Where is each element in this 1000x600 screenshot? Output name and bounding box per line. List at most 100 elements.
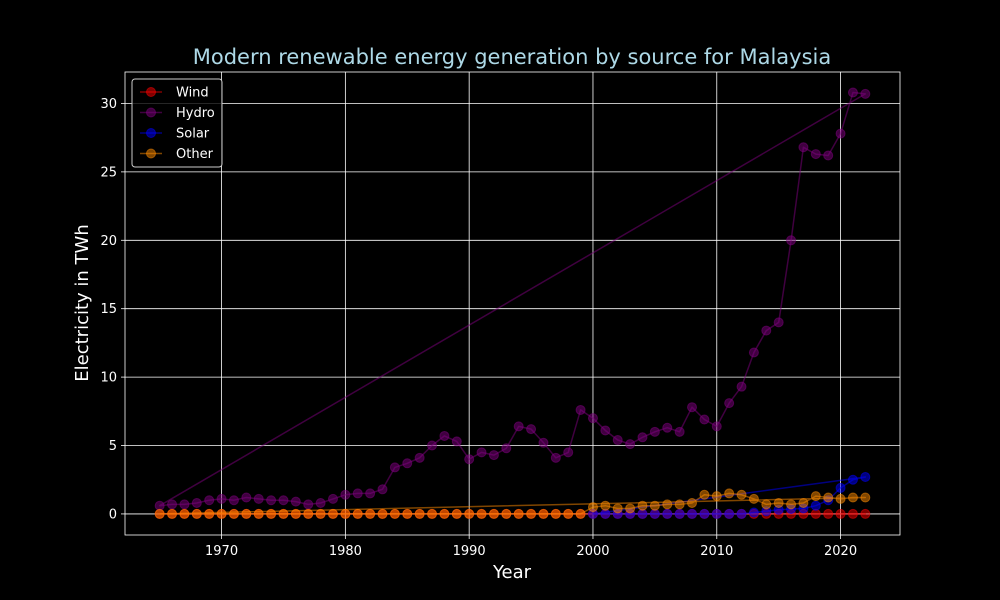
data-point-other [724, 488, 735, 499]
y-tick-label: 15 [100, 302, 117, 317]
data-point-other [823, 492, 834, 503]
data-point-hydro [266, 495, 277, 506]
data-point-other [798, 497, 809, 508]
legend-label-wind: Wind [176, 86, 209, 101]
data-point-other [526, 508, 537, 519]
data-point-other [278, 508, 289, 519]
data-point-hydro [736, 381, 747, 392]
plot-frame [124, 71, 901, 536]
data-point-wind [823, 508, 834, 519]
x-tick-label: 2020 [824, 544, 857, 559]
data-point-other [439, 508, 450, 519]
series-line-hydro [158, 91, 867, 507]
data-point-hydro [154, 500, 165, 511]
chart-title: Modern renewable energy generation by so… [193, 45, 831, 69]
data-point-hydro [810, 149, 821, 160]
data-point-other [625, 503, 636, 514]
legend-label-hydro: Hydro [176, 106, 215, 121]
data-point-other [687, 497, 698, 508]
data-point-other [352, 508, 363, 519]
data-point-hydro [625, 439, 636, 450]
data-point-hydro [402, 458, 413, 469]
data-point-other [253, 508, 264, 519]
data-point-hydro [427, 440, 438, 451]
data-point-other [860, 492, 871, 503]
data-point-hydro [340, 489, 351, 500]
data-point-hydro [748, 347, 759, 358]
data-point-other [414, 508, 425, 519]
data-point-hydro [501, 443, 512, 454]
data-point-other [847, 492, 858, 503]
data-point-other [674, 499, 685, 510]
data-point-hydro [377, 484, 388, 495]
y-tick-label: 0 [109, 507, 117, 522]
data-point-other [786, 499, 797, 510]
data-point-hydro [389, 462, 400, 473]
data-point-hydro [513, 421, 524, 432]
data-point-wind [810, 508, 821, 519]
data-point-solar [724, 508, 735, 519]
data-point-other [488, 508, 499, 519]
legend-marker-other [146, 148, 156, 159]
data-point-hydro [414, 452, 425, 463]
data-point-hydro [451, 436, 462, 447]
data-point-other [427, 508, 438, 519]
data-point-other [340, 508, 351, 519]
data-point-other [204, 508, 215, 519]
data-point-hydro [835, 128, 846, 139]
data-point-hydro [563, 447, 574, 458]
data-point-hydro [550, 452, 561, 463]
data-point-hydro [711, 421, 722, 432]
data-point-other [290, 508, 301, 519]
data-point-hydro [303, 499, 314, 510]
data-point-other [699, 489, 710, 500]
data-point-hydro [253, 493, 264, 504]
data-point-hydro [823, 150, 834, 161]
x-axis-title: Year [492, 562, 532, 583]
data-point-hydro [724, 398, 735, 409]
x-tick-label: 1980 [329, 544, 362, 559]
data-point-hydro [662, 422, 673, 433]
data-point-hydro [241, 492, 252, 503]
data-point-other [637, 500, 648, 511]
data-point-other [773, 497, 784, 508]
axes: 1970 1980 1990 2000 2010 2020 0 5 10 15 20 25 30 [100, 71, 901, 559]
data-point-solar [860, 471, 871, 482]
data-point-solar [847, 474, 858, 485]
data-point-solar [662, 508, 673, 519]
data-point-other [266, 508, 277, 519]
data-point-hydro [538, 437, 549, 448]
data-point-hydro [228, 495, 239, 506]
data-point-solar [810, 500, 821, 511]
data-point-other [501, 508, 512, 519]
legend-marker-hydro [146, 107, 156, 118]
data-point-other [154, 508, 165, 519]
x-tick-label: 1990 [453, 544, 486, 559]
data-point-solar [748, 507, 759, 518]
data-point-other [649, 500, 660, 511]
data-point-other [451, 508, 462, 519]
data-point-hydro [587, 413, 598, 424]
legend: Wind Hydro Solar Other [131, 78, 223, 168]
data-point-other [662, 499, 673, 510]
data-point-solar [687, 508, 698, 519]
data-point-hydro [699, 414, 710, 425]
data-point-hydro [847, 87, 858, 98]
data-point-hydro [216, 493, 227, 504]
data-point-other [587, 502, 598, 513]
data-point-hydro [352, 488, 363, 499]
data-point-hydro [191, 497, 202, 508]
data-point-other [365, 508, 376, 519]
y-tick-label: 25 [100, 165, 117, 180]
data-point-other [303, 508, 314, 519]
x-tick-label: 1970 [205, 544, 238, 559]
data-point-other [389, 508, 400, 519]
data-point-wind [835, 508, 846, 519]
data-point-other [550, 508, 561, 519]
legend-label-other: Other [176, 147, 214, 162]
data-point-solar [835, 482, 846, 493]
data-point-other [179, 508, 190, 519]
data-point-hydro [612, 435, 623, 446]
data-point-hydro [575, 404, 586, 415]
data-point-solar [711, 508, 722, 519]
